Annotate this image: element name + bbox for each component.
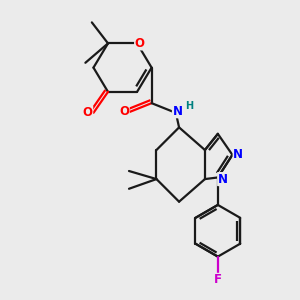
Text: O: O [82,106,93,119]
Text: O: O [135,37,145,50]
Text: O: O [119,105,129,118]
Text: F: F [214,273,222,286]
Text: N: N [172,105,182,118]
Text: N: N [233,148,243,161]
Text: N: N [218,172,228,186]
Text: H: H [185,101,194,111]
